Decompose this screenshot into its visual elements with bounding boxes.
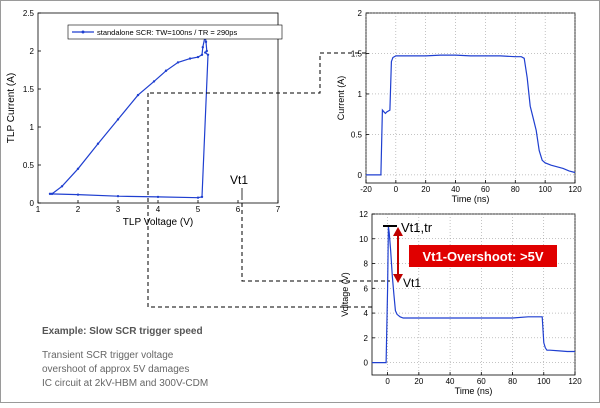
chart1-xtick-label-2: 3 <box>116 205 121 214</box>
chart1-legend-marker <box>81 30 85 34</box>
chart1-xtick-label-6: 7 <box>276 205 281 214</box>
chart1-series-0-point-9 <box>188 57 192 60</box>
chart1-series-0-point-20 <box>156 195 160 199</box>
chart2-y-axis-label: Current (A) <box>336 76 346 121</box>
chart1-series-0-point-5 <box>136 93 140 97</box>
chart2-xtick-label-0: -20 <box>360 185 372 194</box>
chart1-ytick-label-4: 2 <box>30 47 35 56</box>
chart1-series-0-point-15 <box>205 49 208 53</box>
chart1-x-axis-label: TLP Voltage (V) <box>123 217 193 228</box>
chart1-series-0-point-14 <box>204 40 208 44</box>
chart3-xtick-label-6: 120 <box>568 377 582 386</box>
chart1-series-0-point-7 <box>164 69 168 72</box>
chart2-plot-frame <box>365 12 576 184</box>
chart1-series-0-point-4 <box>116 118 120 121</box>
chart1-xtick-label-4: 5 <box>196 205 201 214</box>
chart1-series-0-point-1 <box>60 185 64 188</box>
chart1-series-0-point-6 <box>152 80 156 83</box>
chart1-series-0-line <box>49 35 209 199</box>
chart2-xtick-label-1: 0 <box>394 185 399 194</box>
chart1-legend-label: standalone SCR: TW=100ns / TR = 290ps <box>97 28 237 37</box>
chart3-x-axis-label: Time (ns) <box>455 386 493 396</box>
chart3-overshoot-box <box>409 245 557 267</box>
chart3-ytick-label-1: 2 <box>364 334 369 343</box>
chart2-xtick-label-5: 80 <box>511 185 520 194</box>
description-line-3: IC circuit at 2kV-HBM and 300V-CDM <box>42 378 209 389</box>
chart3-plot-frame <box>371 213 576 376</box>
chart3-ytick-label-6: 12 <box>359 210 368 219</box>
chart3-xtick-label-4: 80 <box>508 377 517 386</box>
example-heading: Example: Slow SCR trigger speed <box>42 326 203 337</box>
chart1-legend-box <box>67 24 283 40</box>
chart1-series-0-point-0 <box>50 192 54 196</box>
chart1-series-0-point-3 <box>96 142 100 145</box>
chart3-y-axis-label: Voltage (V) <box>340 272 350 317</box>
chart3-overshoot-arrow-head-up <box>393 227 403 236</box>
chart3-xtick-label-2: 40 <box>446 377 455 386</box>
chart1-xtick-label-3: 4 <box>156 205 161 214</box>
chart2-xtick-label-6: 100 <box>538 185 552 194</box>
chart2-ytick-label-0: 0 <box>358 171 363 180</box>
chart1-ytick-label-5: 2.5 <box>23 9 35 18</box>
chart1-xtick-label-5: 6 <box>236 205 241 214</box>
chart1-series-0-point-10 <box>196 55 200 59</box>
chart3-annotation-overshoot: Vt1-Overshoot: >5V <box>422 249 543 264</box>
chart3-ytick-label-4: 8 <box>364 260 369 269</box>
chart1-series-0-point-17 <box>206 53 210 56</box>
chart1-xtick-label-0: 1 <box>36 205 41 214</box>
chart3-ytick-label-2: 4 <box>364 309 369 318</box>
chart2-xtick-label-3: 40 <box>451 185 460 194</box>
description-line-2: overshoot of approx 5V damages <box>42 364 190 375</box>
chart1-series-0-point-8 <box>176 61 180 64</box>
chart2-xtick-label-7: 120 <box>568 185 582 194</box>
chart1-series-0-point-16 <box>204 51 207 54</box>
chart1-series-0-point-2 <box>76 167 80 170</box>
chart3-annotation-vt1: Vt1 <box>403 276 421 290</box>
chart3-ytick-label-5: 10 <box>359 235 368 244</box>
chart1-series-0-point-19 <box>196 196 200 199</box>
chart2-ytick-label-3: 1.5 <box>351 49 363 58</box>
chart1-series-0-point-11 <box>200 53 204 56</box>
chart3-series-0-line <box>372 226 575 364</box>
chart3-xtick-label-5: 100 <box>537 377 551 386</box>
chart2-xtick-label-2: 20 <box>421 185 430 194</box>
chart1-series-0-point-23 <box>48 192 52 196</box>
connector-iv-to-current <box>150 52 366 94</box>
connector-vt1-to-voltage <box>241 203 390 282</box>
chart3-xtick-label-3: 60 <box>477 377 486 386</box>
chart2-ytick-label-1: 0.5 <box>351 130 363 139</box>
chart1-ytick-label-1: 0.5 <box>23 161 35 170</box>
chart1-ytick-label-0: 0 <box>30 199 35 208</box>
connector-iv-to-voltage <box>147 93 372 308</box>
chart3-xtick-label-0: 0 <box>385 377 390 386</box>
chart2-ytick-label-2: 1 <box>358 90 363 99</box>
chart1-series-0-point-18 <box>200 195 204 199</box>
chart1-annotation-vt1: Vt1 <box>230 173 248 187</box>
chart1-series-0-point-21 <box>116 194 120 198</box>
chart3-xtick-label-1: 20 <box>414 377 423 386</box>
chart1-ytick-label-3: 1.5 <box>23 85 35 94</box>
description-line-1: Transient SCR trigger voltage <box>42 350 174 361</box>
chart3-ytick-label-3: 6 <box>364 284 369 293</box>
chart1-series-0-point-22 <box>76 193 80 196</box>
chart3-annotation-vt1tr: Vt1,tr <box>401 220 433 235</box>
chart1-ytick-label-2: 1 <box>30 123 35 132</box>
chart1-series-0-point-12 <box>201 46 204 49</box>
chart2-ytick-label-4: 2 <box>358 9 363 18</box>
chart2-xtick-label-4: 60 <box>481 185 490 194</box>
chart2-series-0-line <box>366 54 576 176</box>
chart1-y-axis-label: TLP Current (A) <box>6 73 17 143</box>
chart1-plot-frame <box>37 12 279 204</box>
chart3-overshoot-arrow-head-down <box>393 274 403 283</box>
chart1-xtick-label-1: 2 <box>76 205 81 214</box>
chart3-ytick-label-0: 0 <box>364 359 369 368</box>
chart2-x-axis-label: Time (ns) <box>452 194 490 204</box>
